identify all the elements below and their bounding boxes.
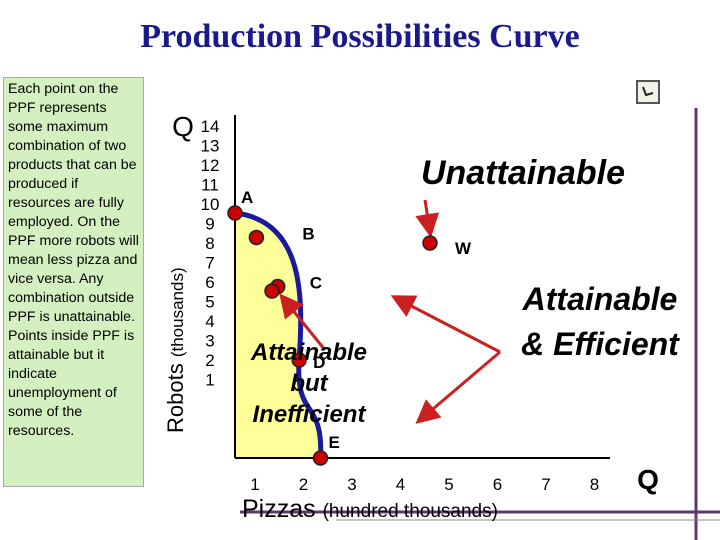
point-label-b: B xyxy=(302,225,314,244)
y-tick-label: 4 xyxy=(205,312,214,331)
point-inefficient xyxy=(264,283,280,299)
y-axis-label-main: Robots xyxy=(163,357,188,433)
efficient-arrow-2 xyxy=(390,295,501,354)
x-tick-label: 3 xyxy=(347,475,356,494)
x-tick-label: 6 xyxy=(493,475,502,494)
y-tick-label: 11 xyxy=(201,176,219,195)
checkmark-icon[interactable] xyxy=(636,80,660,104)
y-tick-label: 7 xyxy=(205,254,214,273)
point-a xyxy=(227,205,243,221)
annotation-efficient-line1: Attainable xyxy=(522,281,678,317)
annotation-inefficient-line1: Attainable xyxy=(250,339,367,366)
point-b xyxy=(248,229,265,246)
x-tick-label: 2 xyxy=(299,475,308,494)
y-tick-label: 2 xyxy=(205,351,214,370)
y-axis-label-unit: (thousands) xyxy=(168,267,187,357)
annotation-inefficient-line2: but xyxy=(290,370,328,397)
point-label-e: E xyxy=(329,433,340,452)
y-axis-label: Robots (thousands) xyxy=(163,267,188,433)
annotation-inefficient-line3: Inefficient xyxy=(253,401,367,428)
x-axis-label-main: Pizzas xyxy=(242,495,323,523)
point-label-a: A xyxy=(241,188,253,207)
point-d xyxy=(291,352,307,368)
x-axis-letter: Q xyxy=(637,464,659,495)
efficient-arrow-1 xyxy=(415,350,501,424)
y-tick-label: 3 xyxy=(205,332,214,351)
y-tick-label: 12 xyxy=(201,156,220,175)
y-tick-label: 8 xyxy=(205,234,214,253)
x-tick-label: 4 xyxy=(396,475,405,494)
y-tick-label: 10 xyxy=(201,195,220,214)
annotation-unattainable: Unattainable xyxy=(421,154,625,192)
unattainable-arrow xyxy=(415,199,440,238)
x-tick-label: 5 xyxy=(444,475,453,494)
y-tick-label: 1 xyxy=(205,371,214,390)
point-label-d: D xyxy=(313,353,325,372)
point-label-c: C xyxy=(310,274,322,293)
attainable-region xyxy=(235,213,321,458)
x-axis-label-unit: (hundred thousands) xyxy=(323,501,498,522)
x-tick-label: 1 xyxy=(250,475,259,494)
point-w xyxy=(422,235,438,251)
point-e xyxy=(312,450,329,466)
y-tick-label: 6 xyxy=(205,273,214,292)
inefficient-arrow xyxy=(279,293,327,351)
y-tick-label: 13 xyxy=(201,137,220,156)
x-tick-label: 7 xyxy=(541,475,550,494)
annotation-efficient-line2: & Efficient xyxy=(521,326,680,362)
x-axis-label: Pizzas (hundred thousands) xyxy=(242,495,498,523)
y-tick-label: 14 xyxy=(201,117,220,136)
side-note: Each point on the PPF represents some ma… xyxy=(3,77,144,487)
y-tick-label: 5 xyxy=(205,293,214,312)
point-label-w: W xyxy=(455,239,472,258)
y-axis-letter: Q xyxy=(172,111,194,142)
x-tick-label: 8 xyxy=(590,475,599,494)
checkmark-glyph xyxy=(642,86,654,97)
y-tick-label: 9 xyxy=(205,215,214,234)
slide-title: Production Possibilities Curve xyxy=(140,18,580,55)
